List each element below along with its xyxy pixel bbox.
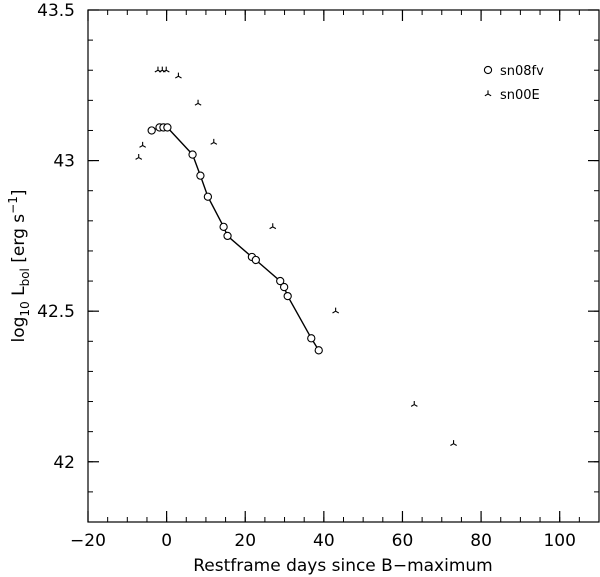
point-sn00E	[175, 72, 182, 79]
x-tick-label: 40	[313, 531, 335, 551]
point-sn08fv	[219, 222, 228, 231]
point-sn08fv	[314, 346, 323, 355]
point-sn00E	[135, 153, 143, 160]
point-sn00E	[139, 141, 147, 148]
legend-label-sn00E: sn00E	[500, 88, 540, 103]
y-axis-title-main: L	[9, 286, 29, 301]
y-axis-title-prefix: log	[9, 317, 29, 343]
major-ticks	[87, 9, 599, 522]
y-axis-title-units-sup: −1	[6, 196, 20, 214]
point-sn08fv	[163, 123, 172, 132]
point-sn00E	[162, 66, 170, 73]
legend-label-sn08fv: sn08fv	[500, 64, 544, 79]
y-tick-label: 42	[53, 453, 75, 473]
x-tick-label: 100	[543, 531, 575, 551]
point-sn08fv	[283, 291, 292, 301]
plot-frame	[87, 9, 600, 523]
x-tick-label: −20	[70, 531, 106, 551]
y-tick-label: 43.5	[37, 1, 75, 21]
point-sn08fv	[279, 282, 289, 292]
point-sn08fv	[188, 150, 197, 159]
minor-ticks	[87, 9, 600, 523]
point-sn08fv	[223, 231, 232, 241]
series-layer	[135, 66, 457, 446]
y-axis-title-main-sub: bol	[18, 268, 32, 286]
y-tick-label: 42.5	[37, 302, 75, 322]
point-sn08fv	[196, 171, 205, 180]
point-sn08fv	[276, 276, 285, 286]
y-axis-title: log10 Lbol [erg s−1]	[6, 190, 32, 343]
point-sn00E	[194, 99, 202, 106]
point-sn00E	[332, 307, 340, 314]
x-tick-label: 20	[234, 531, 256, 551]
series-sn00E	[135, 66, 457, 446]
y-tick-label: 43	[53, 152, 75, 172]
x-tick-labels: −20 0 20 40 60 80 100	[70, 531, 576, 551]
point-sn08fv	[307, 334, 316, 343]
x-axis-title: Restframe days since B−maximum	[193, 556, 493, 576]
x-tick-label: 60	[392, 531, 414, 551]
legend-marker-sn08fv	[483, 65, 493, 75]
point-sn08fv	[147, 126, 156, 135]
x-tick-label: 80	[470, 531, 492, 551]
y-axis-title-units-end: ]	[9, 190, 29, 197]
point-sn00E	[269, 223, 277, 230]
legend-marker-sn00E	[484, 90, 492, 97]
point-sn00E	[410, 400, 418, 407]
x-tick-label: 0	[161, 531, 172, 551]
point-sn00E	[450, 440, 457, 446]
series-line-sn08fv	[151, 126, 320, 351]
y-tick-labels: 42 42.5 43 43.5	[37, 1, 75, 473]
y-axis-title-prefix-sub: 10	[18, 301, 32, 316]
series-sn08fv	[147, 123, 323, 355]
point-sn00E	[210, 138, 218, 145]
y-axis-title-units: [erg s	[9, 214, 29, 268]
legend: sn08fv sn00E	[483, 64, 544, 103]
point-sn08fv	[203, 192, 213, 201]
point-sn08fv	[251, 255, 260, 265]
